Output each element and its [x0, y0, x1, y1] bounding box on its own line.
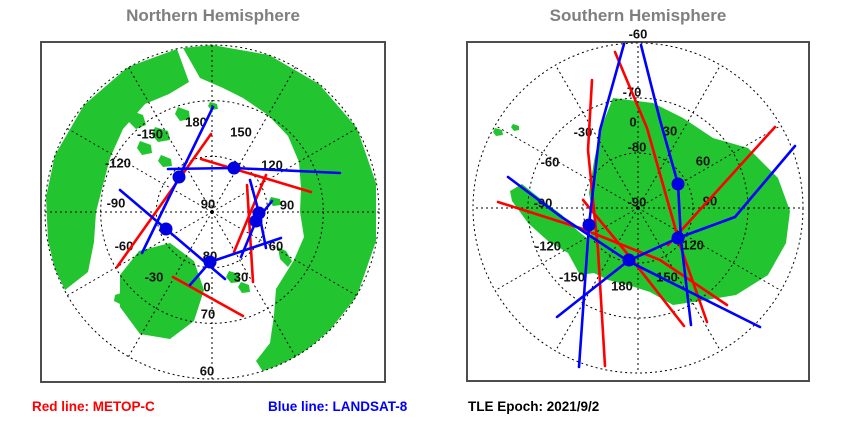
graticule-label: 90 — [280, 197, 294, 212]
graticule-label: 180 — [185, 114, 207, 129]
northern-hemisphere-title: Northern Hemisphere — [126, 6, 300, 25]
sno-marker — [671, 231, 685, 245]
landmass — [238, 282, 250, 293]
graticule-label: -60 — [541, 154, 560, 169]
graticule-label: -120 — [535, 238, 561, 253]
southern-hemisphere-plot: 0306090120150180-150-120-90-60-30-60-70-… — [472, 26, 804, 374]
legend-red-line-label: Red line: METOP-C — [32, 399, 155, 414]
sno-marker — [622, 253, 636, 267]
graticule-label: 90 — [201, 196, 215, 211]
sno-marker — [172, 170, 186, 184]
graticule-label: 90 — [703, 193, 717, 208]
landmass — [493, 128, 503, 136]
graticule-label: 0 — [629, 114, 636, 129]
metop-c-track — [171, 275, 245, 318]
metop-c-track — [666, 125, 777, 247]
northern-hemisphere-plot: 1801501209060300-30-60-90-120-1509080706… — [44, 44, 380, 380]
latitude-ring — [472, 42, 804, 374]
graticule-label: -120 — [105, 155, 131, 170]
tle-epoch-label: TLE Epoch: 2021/9/2 — [468, 399, 600, 414]
graticule-label: 0 — [203, 279, 210, 294]
northern-hemisphere-map: 1801501209060300-30-60-90-120-1509080706… — [40, 41, 386, 383]
graticule-label: 150 — [230, 124, 252, 139]
landmass — [183, 45, 376, 373]
metop-c-track — [199, 157, 313, 194]
graticule-label: 30 — [234, 269, 248, 284]
graticule-label: -90 — [628, 194, 647, 209]
sno-marker — [582, 218, 596, 232]
landsat-8-track — [506, 175, 762, 329]
southern-hemisphere-map: 0 30 60 90 120 150 180 -150 -120 -90 -60 -30 -60 -70-… — [466, 26, 810, 382]
graticule-label: -60 — [629, 26, 648, 41]
landmass — [46, 49, 189, 290]
graticule-label: 150 — [656, 269, 678, 284]
landmass — [511, 124, 519, 131]
metop-c-track — [232, 173, 268, 254]
landmass — [226, 271, 240, 283]
legend-blue-line-label: Blue line: LANDSAT-8 — [268, 399, 408, 414]
graticule-label: 60 — [200, 363, 214, 378]
landmass — [128, 111, 146, 129]
graticule-label: 120 — [682, 237, 704, 252]
landmass — [120, 243, 204, 339]
landmass — [152, 127, 170, 142]
graticule-label: -90 — [107, 195, 126, 210]
graticule-label: 30 — [663, 123, 677, 138]
graticule-label: -30 — [145, 269, 164, 284]
landmass — [137, 141, 152, 155]
sno-marker — [671, 177, 685, 191]
landmass — [510, 98, 790, 305]
graticule-label: -150 — [137, 126, 163, 141]
landmass — [175, 107, 190, 121]
landmass — [114, 291, 139, 306]
landmass — [158, 155, 172, 167]
landmass — [269, 197, 281, 206]
sno-marker — [203, 255, 217, 269]
graticule-label: -150 — [559, 269, 585, 284]
graticule-label: -80 — [628, 139, 647, 154]
sno-marker — [227, 161, 241, 175]
graticule-label: 180 — [611, 278, 633, 293]
southern-hemisphere-title: Southern Hemisphere — [549, 6, 727, 25]
graticule-label: 70 — [201, 306, 215, 321]
metop-c-track — [115, 132, 213, 269]
sno-marker — [159, 222, 173, 236]
graticule-label: 60 — [696, 153, 710, 168]
sno-marker — [249, 214, 263, 228]
